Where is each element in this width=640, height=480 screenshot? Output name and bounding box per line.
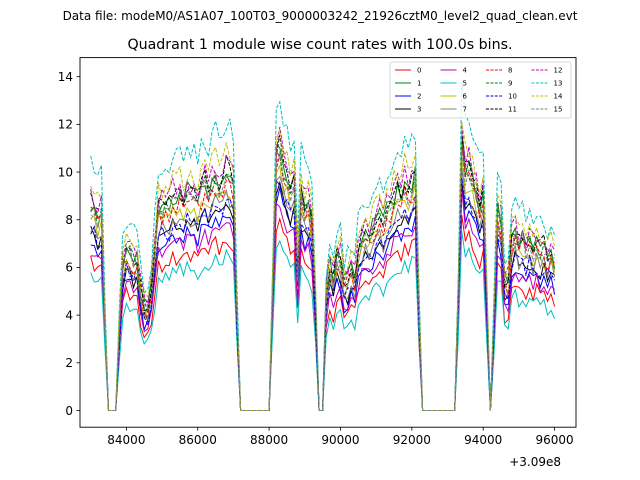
legend-label-1: 1 (417, 80, 421, 88)
x-tick-label: 92000 (393, 433, 431, 447)
legend-label-9: 9 (508, 80, 512, 88)
legend-label-14: 14 (554, 93, 563, 101)
x-tick-label: 94000 (464, 433, 502, 447)
y-tick-label: 14 (58, 70, 73, 84)
y-tick-label: 10 (58, 165, 73, 179)
x-tick-label: 90000 (321, 433, 359, 447)
series-line-13 (90, 81, 556, 411)
legend-label-12: 12 (554, 67, 563, 75)
plot-lines (90, 81, 556, 411)
figure-suptitle: Data file: modeM0/AS1A07_100T03_90000032… (63, 9, 578, 23)
x-tick-label: 96000 (535, 433, 573, 447)
legend-box (389, 61, 572, 119)
legend-label-0: 0 (417, 67, 421, 75)
y-tick-label: 8 (65, 213, 73, 227)
legend-label-5: 5 (463, 80, 467, 88)
legend-label-13: 13 (554, 80, 563, 88)
x-axis-ticks: 84000 86000 88000 90000 92000 94000 96000 (107, 427, 574, 447)
plot-frame (79, 57, 577, 428)
x-tick-label: 88000 (250, 433, 288, 447)
legend-label-4: 4 (463, 67, 468, 75)
y-tick-label: 4 (65, 308, 73, 322)
legend-label-10: 10 (508, 93, 517, 101)
legend-label-6: 6 (463, 93, 468, 101)
legend-label-7: 7 (463, 106, 467, 114)
y-tick-label: 2 (65, 356, 73, 370)
legend-label-11: 11 (508, 106, 517, 114)
y-tick-label: 12 (58, 118, 73, 132)
y-tick-label: 6 (65, 261, 73, 275)
x-axis-offset-label: +3.09e8 (509, 455, 561, 469)
series-line-14 (90, 122, 556, 411)
y-axis-ticks: 0 2 4 6 8 10 12 14 (58, 70, 80, 418)
x-tick-label: 84000 (107, 433, 145, 447)
chart-title: Quadrant 1 module wise count rates with … (127, 37, 512, 53)
legend-label-3: 3 (417, 106, 421, 114)
legend-label-2: 2 (417, 93, 421, 101)
series-line-15 (90, 149, 555, 411)
legend-label-8: 8 (508, 67, 512, 75)
y-tick-label: 0 (65, 404, 73, 418)
x-tick-label: 86000 (179, 433, 217, 447)
legend-label-15: 15 (554, 106, 563, 114)
